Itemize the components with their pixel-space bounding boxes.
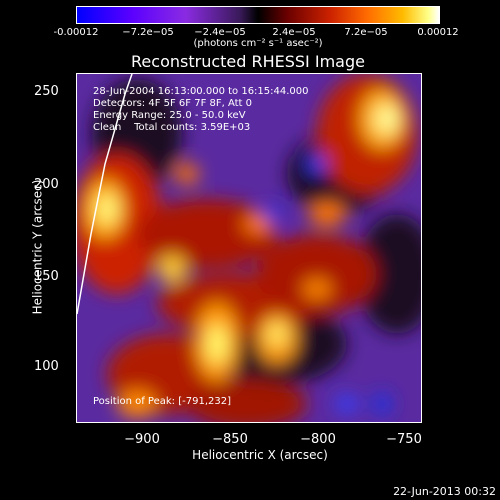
info-detectors: Detectors: 4F 5F 6F 7F 8F, Att 0: [93, 98, 253, 109]
colorbar: [76, 6, 440, 24]
timestamp-footer: 22-Jun-2013 00:32: [393, 485, 496, 498]
colorbar-tick: −7.2e−05: [122, 27, 174, 38]
x-tick-label: −750: [386, 432, 422, 447]
colorbar-tick: 7.2e−05: [344, 27, 388, 38]
image-title: Reconstructed RHESSI Image: [131, 52, 365, 71]
info-peak-position: Position of Peak: [-791,232]: [93, 396, 231, 407]
info-total-counts: Clean Total counts: 3.59E+03: [93, 122, 251, 133]
x-tick-label: −800: [300, 432, 336, 447]
colorbar-units: (photons cm⁻² s⁻¹ asec⁻²): [193, 38, 323, 49]
y-tick-label: 250: [34, 84, 59, 99]
y-tick-label: 200: [34, 177, 59, 192]
y-tick-label: 150: [34, 269, 59, 284]
x-axis-title: Heliocentric X (arcsec): [192, 448, 328, 462]
colorbar-tick: 0.00012: [417, 27, 459, 38]
rhessi-image: [76, 73, 422, 423]
info-energy-range: Energy Range: 25.0 - 50.0 keV: [93, 110, 246, 121]
colorbar-tick: 2.4e−05: [272, 27, 316, 38]
x-tick-label: −850: [212, 432, 248, 447]
rhessi-image-canvas: [77, 74, 421, 422]
colorbar-tick: −2.4e−05: [194, 27, 246, 38]
colorbar-tick: -0.00012: [53, 27, 99, 38]
y-axis-title: Heliocentric Y (arcsec): [30, 179, 45, 315]
x-tick-label: −900: [124, 432, 160, 447]
solar-limb-line: [77, 74, 133, 315]
info-time-range: 28-Jun-2004 16:13:00.000 to 16:15:44.000: [93, 86, 309, 97]
y-tick-label: 100: [34, 359, 59, 374]
